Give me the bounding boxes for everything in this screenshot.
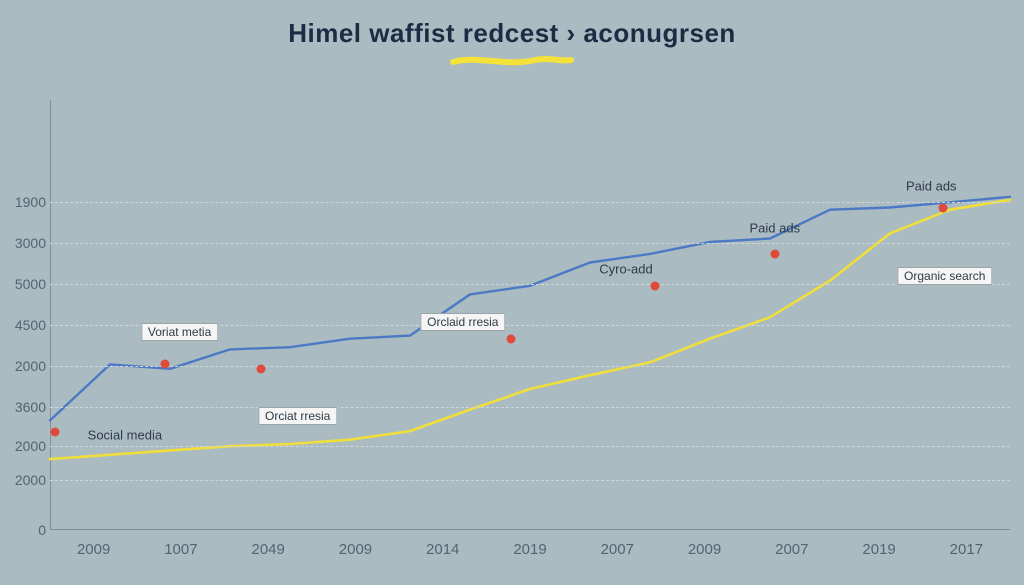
y-tick-label: 1900 bbox=[4, 194, 46, 210]
gridline bbox=[50, 407, 1010, 408]
chart-title: Himel waffist redcest › aconugrsen bbox=[0, 18, 1024, 49]
line-chart-svg bbox=[50, 100, 1010, 530]
y-tick-label: 3600 bbox=[4, 399, 46, 415]
annotation-label: Cyro-add bbox=[599, 261, 652, 276]
x-tick-label: 2019 bbox=[862, 541, 895, 558]
data-marker bbox=[770, 249, 779, 258]
gridline bbox=[50, 480, 1010, 481]
y-tick-label: 2000 bbox=[4, 438, 46, 454]
annotation-label: Orclaid rresia bbox=[420, 313, 505, 331]
gridline bbox=[50, 446, 1010, 447]
x-tick-label: 2009 bbox=[77, 541, 110, 558]
data-marker bbox=[257, 364, 266, 373]
gridline bbox=[50, 366, 1010, 367]
x-tick-label: 2014 bbox=[426, 541, 459, 558]
annotation-label: Paid ads bbox=[906, 179, 957, 194]
data-marker bbox=[50, 428, 59, 437]
x-tick-label: 2049 bbox=[251, 541, 284, 558]
x-tick-label: 2009 bbox=[688, 541, 721, 558]
chart-header: Himel waffist redcest › aconugrsen bbox=[0, 0, 1024, 69]
gridline bbox=[50, 202, 1010, 203]
annotation-label: Orciat rresia bbox=[258, 407, 337, 425]
x-tick-label: 2007 bbox=[601, 541, 634, 558]
y-tick-label: 3000 bbox=[4, 235, 46, 251]
series-line bbox=[50, 197, 1010, 421]
y-tick-label: 2000 bbox=[4, 472, 46, 488]
annotation-label: Paid ads bbox=[750, 221, 801, 236]
gridline bbox=[50, 243, 1010, 244]
x-tick-label: 1007 bbox=[164, 541, 197, 558]
chart-plot-area: 0200020003600200045005000300019002009100… bbox=[50, 100, 1010, 530]
y-tick-label: 4500 bbox=[4, 317, 46, 333]
annotation-label: Social media bbox=[88, 427, 162, 442]
data-marker bbox=[161, 360, 170, 369]
data-marker bbox=[650, 281, 659, 290]
data-marker bbox=[938, 204, 947, 213]
title-underline-icon bbox=[447, 53, 577, 69]
x-tick-label: 2017 bbox=[950, 541, 983, 558]
annotation-label: Voriat metia bbox=[141, 323, 218, 341]
y-tick-label: 5000 bbox=[4, 276, 46, 292]
y-tick-label: 0 bbox=[4, 522, 46, 538]
x-tick-label: 2009 bbox=[339, 541, 372, 558]
annotation-label: Organic search bbox=[897, 267, 992, 285]
gridline bbox=[50, 284, 1010, 285]
x-tick-label: 2019 bbox=[513, 541, 546, 558]
data-marker bbox=[506, 334, 515, 343]
y-tick-label: 2000 bbox=[4, 358, 46, 374]
x-tick-label: 2007 bbox=[775, 541, 808, 558]
